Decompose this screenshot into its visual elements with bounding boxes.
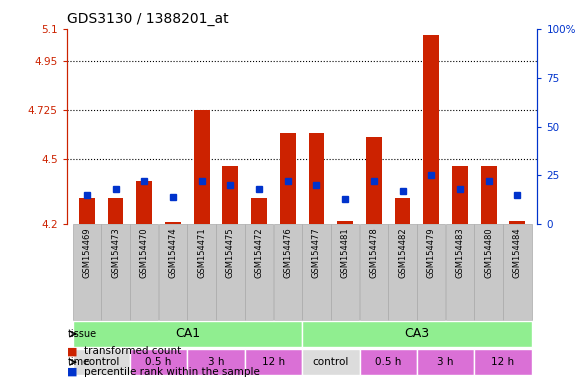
Bar	[130, 224, 159, 320]
Bar	[130, 349, 187, 375]
Bar	[245, 349, 302, 375]
Bar	[102, 224, 130, 320]
Text: GSM154482: GSM154482	[398, 227, 407, 278]
Bar	[194, 110, 210, 224]
Bar	[280, 133, 296, 224]
Text: GSM154470: GSM154470	[140, 227, 149, 278]
Bar	[216, 224, 245, 320]
Text: GSM154471: GSM154471	[197, 227, 206, 278]
Text: 12 h: 12 h	[262, 357, 285, 367]
Text: GSM154481: GSM154481	[340, 227, 350, 278]
Bar	[159, 224, 187, 320]
Bar	[446, 224, 474, 320]
Bar	[137, 181, 152, 224]
Text: CA3: CA3	[404, 327, 429, 340]
Bar	[73, 224, 101, 320]
Text: 12 h: 12 h	[492, 357, 515, 367]
Bar	[475, 224, 503, 320]
Bar	[338, 221, 353, 224]
Bar	[503, 224, 532, 320]
Bar	[302, 224, 331, 320]
Bar	[251, 198, 267, 224]
Text: control: control	[313, 357, 349, 367]
Bar	[309, 133, 324, 224]
Text: 3 h: 3 h	[437, 357, 454, 367]
Bar	[510, 221, 525, 224]
Bar	[424, 35, 439, 224]
Text: GSM154480: GSM154480	[484, 227, 493, 278]
Bar	[360, 349, 417, 375]
Bar	[165, 222, 181, 224]
Bar	[107, 198, 124, 224]
Bar	[331, 224, 360, 320]
Text: GSM154484: GSM154484	[513, 227, 522, 278]
Bar	[452, 166, 468, 224]
Text: ■: ■	[67, 346, 77, 356]
Text: ■: ■	[67, 367, 77, 377]
Bar	[360, 224, 388, 320]
Text: GDS3130 / 1388201_at: GDS3130 / 1388201_at	[67, 12, 228, 26]
Text: control: control	[83, 357, 120, 367]
Bar	[223, 166, 238, 224]
Bar	[73, 349, 130, 375]
Text: GSM154477: GSM154477	[312, 227, 321, 278]
Text: 0.5 h: 0.5 h	[375, 357, 401, 367]
Text: GSM154483: GSM154483	[456, 227, 464, 278]
Bar	[79, 198, 95, 224]
Bar	[188, 224, 216, 320]
Bar	[388, 224, 417, 320]
Text: GSM154476: GSM154476	[284, 227, 292, 278]
Bar	[187, 349, 245, 375]
Bar	[417, 349, 474, 375]
Bar	[394, 198, 410, 224]
Bar	[302, 321, 532, 347]
Bar	[302, 349, 360, 375]
Text: GSM154472: GSM154472	[254, 227, 264, 278]
Text: CA1: CA1	[175, 327, 200, 340]
Bar	[245, 224, 273, 320]
Bar	[417, 224, 446, 320]
Text: GSM154474: GSM154474	[168, 227, 177, 278]
Text: GSM154475: GSM154475	[226, 227, 235, 278]
Bar	[474, 349, 532, 375]
Text: tissue: tissue	[67, 329, 96, 339]
Text: GSM154469: GSM154469	[83, 227, 91, 278]
Text: GSM154478: GSM154478	[370, 227, 378, 278]
Text: transformed count: transformed count	[84, 346, 181, 356]
Text: 3 h: 3 h	[208, 357, 224, 367]
Text: GSM154479: GSM154479	[427, 227, 436, 278]
Bar	[274, 224, 302, 320]
Bar	[366, 137, 382, 224]
Text: percentile rank within the sample: percentile rank within the sample	[84, 367, 260, 377]
Bar	[480, 166, 497, 224]
Text: time: time	[67, 357, 89, 367]
Text: 0.5 h: 0.5 h	[145, 357, 172, 367]
Text: GSM154473: GSM154473	[111, 227, 120, 278]
Bar	[73, 321, 302, 347]
